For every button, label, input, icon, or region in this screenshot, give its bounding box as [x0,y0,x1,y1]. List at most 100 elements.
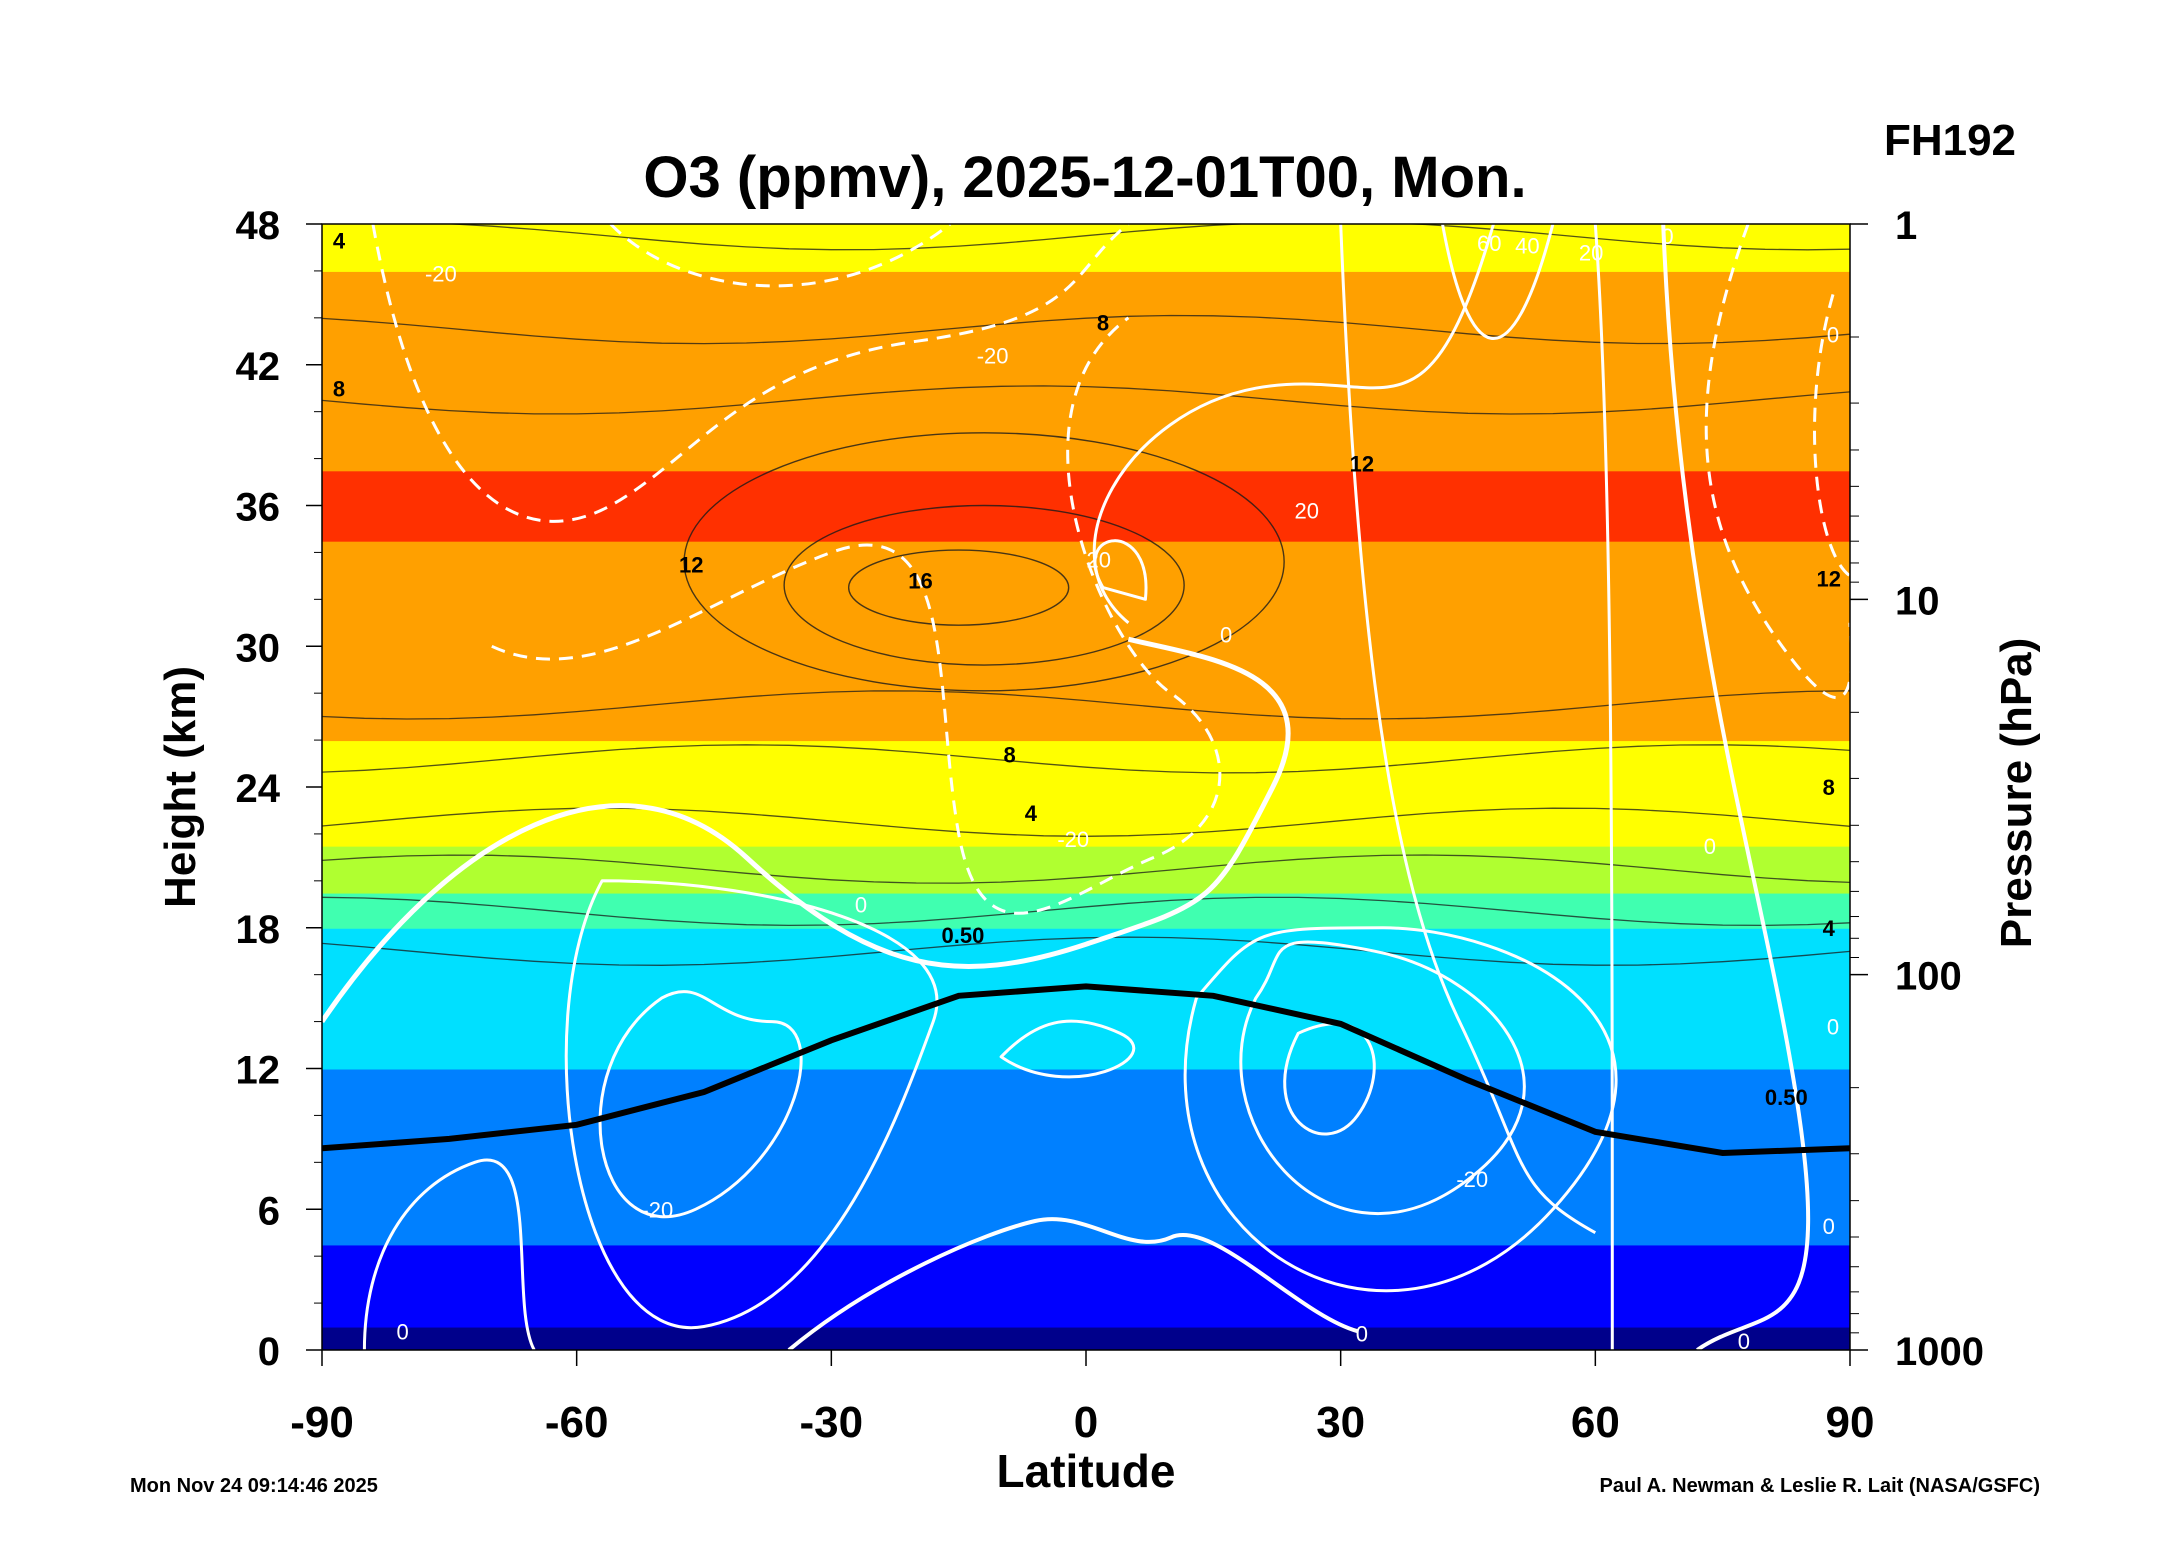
wind-contour-label: 0 [1823,1214,1835,1239]
wind-contour-negative [609,224,952,288]
ozone-contour-label: 12 [679,552,703,577]
ozone-band [322,1080,1850,1093]
latitude-tick-label: 30 [1316,1398,1365,1447]
ozone-band [322,1045,1850,1058]
ozone-contour-label: 8 [1097,311,1109,336]
ozone-band [322,974,1850,988]
ozone-band [322,787,1850,800]
ozone-isoline [322,314,1850,345]
latitude-tick-label: -60 [545,1398,609,1447]
ozone-isoline [322,807,1850,837]
ozone-isolines [322,224,1850,966]
ozone-contour-label: 8 [1003,742,1015,767]
height-tick-label: 12 [236,1049,281,1093]
pressure-tick-label: 100 [1895,955,1962,999]
ozone-band [322,376,1850,390]
ozone-isoline [322,690,1850,720]
ozone-band [322,1209,1850,1222]
pressure-tick-labels: 1 10 100 1000 [1895,204,1984,1374]
ozone-band [322,962,1850,976]
ozone-band [322,1267,1850,1281]
ozone-band [322,1174,1850,1187]
wind-contour-label: 20 [1579,240,1603,265]
height-tick-label: 48 [236,204,281,248]
ozone-band [322,728,1850,742]
ozone-isoline [322,896,1850,927]
wind-contour-label: 0 [1661,224,1673,249]
ozone-contour-label: 4 [333,229,346,254]
ozone-contour-label: 0.50 [1765,1085,1808,1110]
ozone-isoline [683,432,1285,692]
forecast-hour-label: FH192 [1884,116,2016,165]
wind-contour-label: 60 [1477,231,1501,256]
plot-timestamp: Mon Nov 24 09:14:46 2025 [130,1475,378,1497]
ozone-band [322,353,1850,366]
plot-credit: Paul A. Newman & Leslie R. Lait (NASA/GS… [1600,1475,2040,1497]
ozone-band [322,247,1850,261]
wind-contour-label: 0 [1738,1329,1750,1354]
ozone-band [322,751,1850,765]
ozone-band [322,341,1850,355]
ozone-band [322,798,1850,812]
ozone-band [322,399,1850,413]
wind-contour-negative [491,316,1222,915]
wind-contour-positive [1183,926,1618,1293]
wind-contour-label: 0 [1827,322,1839,347]
ozone-isoline [322,385,1850,415]
ozone-color-field [322,224,1850,1350]
ozone-band [322,986,1850,1000]
ozone-band [322,1303,1850,1316]
ozone-band [322,1279,1850,1293]
ozone-band [322,259,1850,272]
ozone-band [322,916,1850,929]
wind-contour-negative [371,224,1130,523]
ozone-band [322,294,1850,308]
ozone-band [322,1056,1850,1070]
ozone-band [322,282,1850,296]
wind-contour-label: 0 [1704,834,1716,859]
ozone-band [322,329,1850,343]
ozone-band [322,833,1850,847]
ozone-band [322,1021,1850,1035]
chart-title: O3 (ppmv), 2025-12-01T00, Mon. [643,145,1526,210]
ozone-band [322,892,1850,906]
axis-ticks [306,223,1868,1366]
ozone-band [322,1185,1850,1199]
ozone-band [322,1197,1850,1211]
wind-contours [322,224,1850,1350]
latitude-tick-labels: -90 -60 -30 0 30 60 90 [290,1398,1874,1447]
ozone-band [322,1338,1850,1350]
contour-labels: 4 8 8 12 12 12 16 8 8 4 4 0.50 0.50 -20 -20 -20 20 20 60 40… [333,224,1841,1354]
x-axis-title: Latitude [997,1445,1176,1497]
wind-contour-positive [1661,224,1811,1350]
tropopause-line [322,983,1850,1157]
ozone-band [322,235,1850,249]
wind-contour-negative [1704,224,1850,699]
ozone-band [322,810,1850,824]
ozone-band [322,270,1850,284]
ozone-contour-label: 12 [1817,566,1841,591]
ozone-contour-label: 16 [908,569,932,594]
ozone-band [322,740,1850,753]
ozone-band [322,1103,1850,1117]
latitude-tick-label: 0 [1074,1398,1098,1447]
ozone-contour-label: 8 [333,376,345,401]
wind-contour-positive [322,636,1291,1024]
ozone-band [322,1244,1850,1258]
ozone-band [322,763,1850,777]
wind-contour-positive [1339,224,1597,1235]
ozone-band [322,306,1850,319]
pressure-tick-label: 1 [1895,204,1917,248]
y2-axis-title: Pressure (hPa) [1992,638,2041,949]
wind-contour-positive [564,879,939,1330]
ozone-band [322,857,1850,871]
ozone-band [322,1091,1850,1105]
latitude-tick-label: 60 [1571,1398,1620,1447]
wind-contour-positive [1092,224,1495,624]
wind-contour-label: 0 [1827,1014,1839,1039]
y-axis-title: Height (km) [156,666,205,908]
height-tick-labels: 0 6 12 18 24 30 36 42 48 [236,204,281,1374]
ozone-isoline [322,936,1850,966]
height-tick-label: 6 [258,1189,280,1233]
